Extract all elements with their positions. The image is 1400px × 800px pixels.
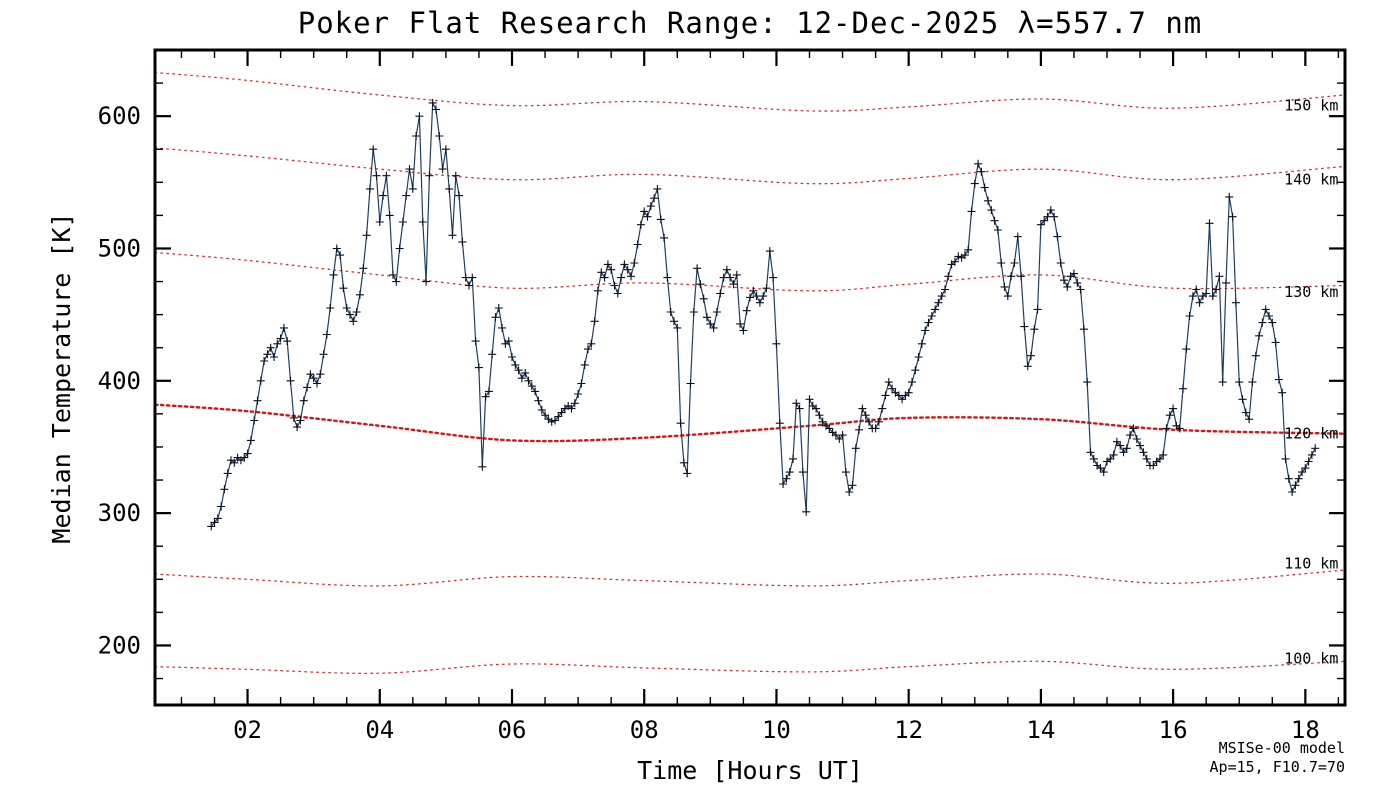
model-curve-100-km: [155, 660, 1345, 674]
model-curve-120-km: [155, 403, 1345, 443]
model-curve-150-km: [155, 71, 1345, 112]
y-tick-label: 400: [98, 367, 141, 395]
altitude-label-130-km: 130 km: [1284, 283, 1338, 301]
x-tick-label: 12: [894, 716, 923, 744]
model-annotation-line1: MSISe-00 model: [1219, 739, 1345, 757]
x-tick-label: 14: [1026, 716, 1055, 744]
x-tick-label: 16: [1159, 716, 1188, 744]
y-axis-label: Median Temperature [K]: [47, 212, 76, 543]
plot-content: 150 km 140 km 130 km 120 km 110 km 100 km 02 04…: [98, 48, 1347, 744]
altitude-label-120-km: 120 km: [1284, 425, 1338, 443]
x-tick-label: 18: [1291, 716, 1320, 744]
y-tick-label: 300: [98, 499, 141, 527]
axis-ticks: [155, 49, 1345, 705]
x-tick-label: 06: [498, 716, 527, 744]
y-tick-label: 600: [98, 102, 141, 130]
model-curve-130-km: [155, 251, 1345, 292]
x-tick-label: 10: [762, 716, 791, 744]
x-tick-label: 04: [365, 716, 394, 744]
plot-data-layer: [155, 71, 1345, 674]
model-curve-110-km: [155, 569, 1345, 587]
x-tick-label: 02: [233, 716, 262, 744]
altitude-label-140-km: 140 km: [1284, 171, 1338, 189]
chart-title: Poker Flat Research Range: 12-Dec-2025 λ…: [298, 6, 1203, 40]
model-annotation-line2: Ap=15, F10.7=70: [1210, 758, 1345, 776]
altitude-label-100-km: 100 km: [1284, 650, 1338, 668]
y-tick-label: 500: [98, 234, 141, 262]
x-tick-label: 08: [630, 716, 659, 744]
y-tick-label: 200: [98, 631, 141, 659]
altitude-label-110-km: 110 km: [1284, 554, 1338, 572]
x-axis-label: Time [Hours UT]: [637, 756, 863, 785]
model-curve-140-km: [155, 147, 1345, 185]
temperature-series-markers: [207, 98, 1320, 531]
plot-frame: [153, 48, 1347, 707]
altitude-label-150-km: 150 km: [1284, 97, 1338, 115]
